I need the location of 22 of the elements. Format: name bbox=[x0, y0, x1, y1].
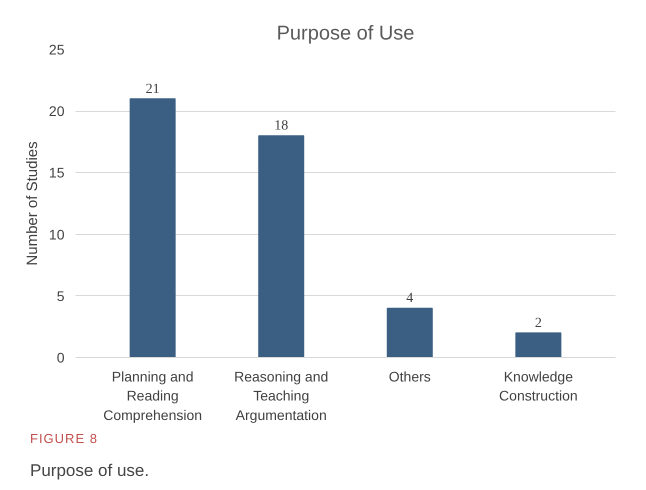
y-tick-label: 5 bbox=[56, 288, 65, 304]
y-tick-label: 0 bbox=[56, 350, 65, 366]
text: Purpose of use. bbox=[30, 460, 150, 482]
data-label: 4 bbox=[406, 291, 414, 306]
caption: FIGURE 8 bbox=[30, 430, 98, 448]
data-label: 2 bbox=[534, 316, 542, 331]
bar bbox=[515, 332, 562, 358]
bar bbox=[130, 98, 176, 358]
y-tick-label: 25 bbox=[48, 42, 65, 58]
x-tick-label: Others bbox=[388, 368, 431, 384]
bar bbox=[258, 135, 304, 358]
y-tick-label: 10 bbox=[48, 226, 65, 242]
y-tick-label: 15 bbox=[48, 164, 65, 181]
y-tick-label: 20 bbox=[48, 103, 65, 120]
y-axis-title: Number of Studies bbox=[24, 141, 41, 266]
bar bbox=[386, 308, 433, 358]
x-tick-label: Planning and Reading Comprehension bbox=[103, 368, 202, 423]
data-label: 18 bbox=[274, 118, 288, 134]
chart-title: Purpose of Use bbox=[276, 22, 414, 44]
data-label: 21 bbox=[146, 82, 160, 97]
x-tick-label: Reasoning and Teaching Argumentation bbox=[234, 368, 328, 423]
x-tick-label: Knowledge Construction bbox=[499, 368, 578, 404]
